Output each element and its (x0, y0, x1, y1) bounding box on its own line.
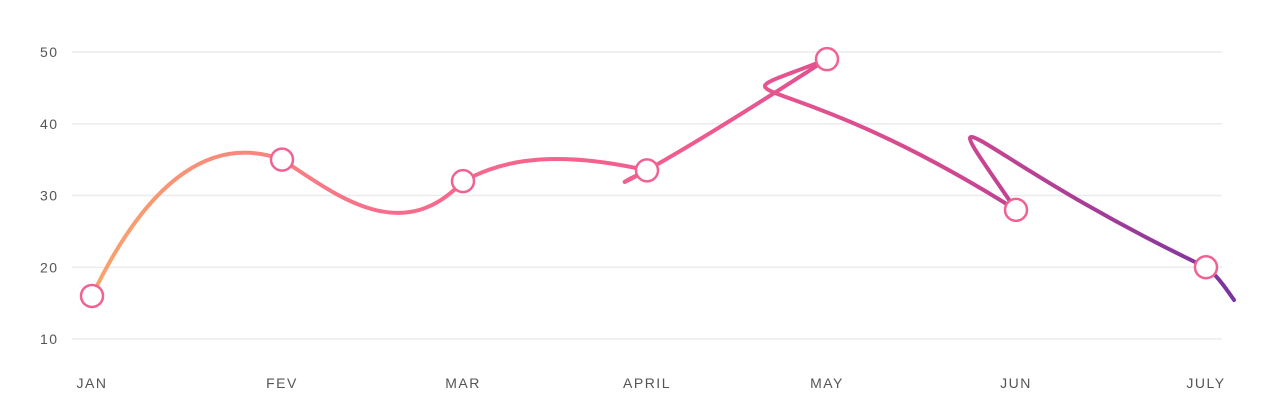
x-tick-label: MAY (810, 375, 844, 391)
series-line (90, 57, 1236, 302)
y-axis: 10 20 30 40 50 (40, 44, 59, 347)
x-tick-label: FEV (266, 375, 298, 391)
x-axis: JAN FEV MAR APRIL MAY JUN JULY (77, 375, 1225, 391)
y-tick-label: 50 (40, 44, 59, 60)
x-tick-label: JAN (77, 375, 108, 391)
data-point[interactable] (1193, 255, 1219, 280)
x-tick-label: MAR (445, 375, 481, 391)
x-tick-label: APRIL (623, 375, 671, 391)
data-point[interactable] (814, 46, 840, 72)
x-tick-label: JULY (1186, 375, 1225, 391)
y-tick-label: 30 (40, 188, 59, 204)
y-tick-label: 20 (40, 259, 59, 275)
points-group (79, 46, 1219, 309)
data-point[interactable] (450, 168, 476, 194)
y-tick-label: 40 (40, 116, 59, 132)
y-tick-label: 10 (40, 331, 59, 347)
data-point[interactable] (1003, 197, 1029, 223)
series-group (90, 57, 1236, 302)
data-point[interactable] (269, 147, 295, 172)
data-point[interactable] (634, 158, 660, 183)
x-tick-label: JUN (1000, 375, 1032, 391)
grid-lines (72, 51, 1222, 340)
data-point[interactable] (79, 283, 105, 309)
